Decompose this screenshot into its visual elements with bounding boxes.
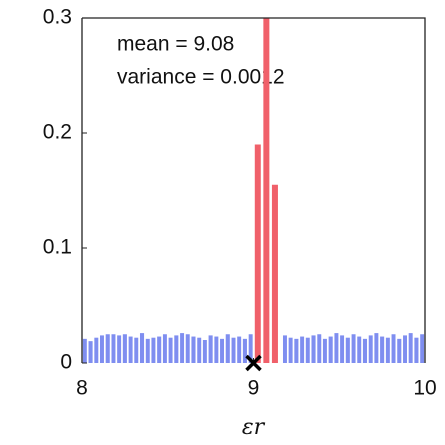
bar <box>263 18 270 363</box>
bar <box>202 340 207 363</box>
bar <box>334 333 339 363</box>
bar <box>231 337 236 363</box>
bar <box>374 333 379 363</box>
x-tick-label: 9 <box>248 377 260 400</box>
bar <box>122 334 127 363</box>
bar <box>208 335 213 363</box>
y-tick-label: 0.1 <box>43 236 72 259</box>
bar <box>191 336 196 363</box>
bar <box>380 336 385 363</box>
bar <box>242 338 247 363</box>
bar <box>111 334 116 363</box>
bar <box>351 334 356 363</box>
bar <box>397 338 402 363</box>
bar <box>180 333 185 363</box>
bar <box>345 337 350 363</box>
bar <box>408 333 413 363</box>
x-tick-label: 8 <box>76 377 88 400</box>
bar <box>420 334 425 363</box>
bar <box>305 337 310 363</box>
bar <box>151 337 156 363</box>
bar <box>294 338 299 363</box>
x-axis-label: εr <box>242 415 266 440</box>
bar <box>328 336 333 363</box>
bar <box>214 336 219 363</box>
bar <box>220 338 225 363</box>
bar <box>282 335 287 363</box>
bar <box>271 184 278 363</box>
bar <box>385 337 390 363</box>
bar <box>128 336 133 363</box>
bar <box>357 336 362 363</box>
bar <box>368 335 373 363</box>
bar <box>117 335 122 363</box>
bar <box>254 144 261 363</box>
bar <box>168 337 173 363</box>
bar <box>237 336 242 363</box>
bar <box>99 335 104 363</box>
bar <box>311 335 316 363</box>
bar <box>88 341 93 363</box>
bar <box>248 334 253 363</box>
y-tick-label: 0.2 <box>43 121 72 144</box>
bar <box>157 336 162 363</box>
bar <box>403 335 408 363</box>
bar <box>362 338 368 363</box>
bar <box>300 336 305 363</box>
plot-area <box>82 18 425 363</box>
bar <box>340 335 345 363</box>
y-tick-label: 0.3 <box>43 6 72 29</box>
bar <box>414 337 419 363</box>
bar <box>174 335 179 363</box>
bar <box>197 337 202 363</box>
bar <box>185 334 190 363</box>
axes-frame <box>81 17 426 363</box>
bar <box>317 334 322 363</box>
bar <box>105 334 110 363</box>
annotation: variance = 0.0012 <box>117 66 285 89</box>
bar <box>391 334 396 363</box>
bar <box>145 338 150 363</box>
bar <box>225 334 230 363</box>
bar <box>288 337 293 363</box>
bar <box>162 334 167 363</box>
annotation: mean = 9.08 <box>117 33 234 56</box>
bar <box>82 338 87 363</box>
marker <box>245 354 262 372</box>
bar <box>134 337 139 363</box>
bar <box>139 333 145 363</box>
y-tick-label: 0 <box>60 351 72 374</box>
x-tick-label: 10 <box>413 377 436 400</box>
bar <box>94 337 99 363</box>
bar <box>322 338 327 363</box>
